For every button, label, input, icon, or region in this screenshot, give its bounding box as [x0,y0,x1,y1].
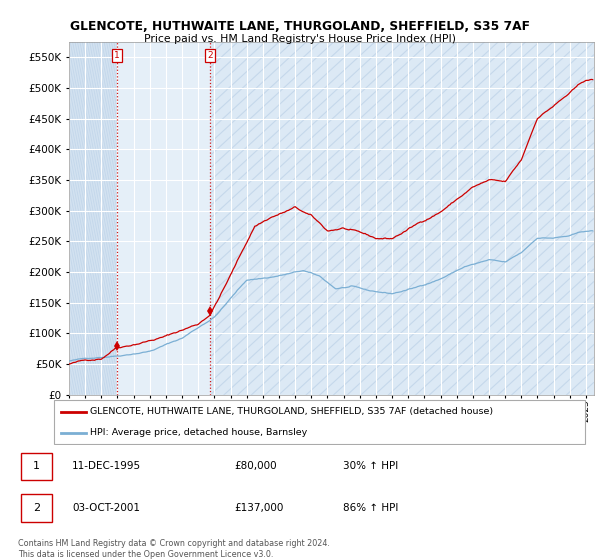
Text: GLENCOTE, HUTHWAITE LANE, THURGOLAND, SHEFFIELD, S35 7AF (detached house): GLENCOTE, HUTHWAITE LANE, THURGOLAND, SH… [89,407,493,416]
Text: 86% ↑ HPI: 86% ↑ HPI [343,503,398,513]
Text: 1: 1 [114,51,119,60]
Text: £80,000: £80,000 [235,461,277,472]
FancyBboxPatch shape [21,452,52,480]
FancyBboxPatch shape [21,494,52,522]
Text: 03-OCT-2001: 03-OCT-2001 [72,503,140,513]
Text: 2: 2 [33,503,40,513]
Text: HPI: Average price, detached house, Barnsley: HPI: Average price, detached house, Barn… [89,428,307,437]
Text: 2: 2 [208,51,213,60]
Text: Contains HM Land Registry data © Crown copyright and database right 2024.
This d: Contains HM Land Registry data © Crown c… [18,539,330,559]
Text: 30% ↑ HPI: 30% ↑ HPI [343,461,398,472]
FancyBboxPatch shape [53,400,586,444]
Bar [116,42,211,395]
Text: 11-DEC-1995: 11-DEC-1995 [72,461,141,472]
Text: £137,000: £137,000 [235,503,284,513]
Text: GLENCOTE, HUTHWAITE LANE, THURGOLAND, SHEFFIELD, S35 7AF: GLENCOTE, HUTHWAITE LANE, THURGOLAND, SH… [70,20,530,32]
Text: 1: 1 [33,461,40,472]
Text: Price paid vs. HM Land Registry's House Price Index (HPI): Price paid vs. HM Land Registry's House … [144,34,456,44]
